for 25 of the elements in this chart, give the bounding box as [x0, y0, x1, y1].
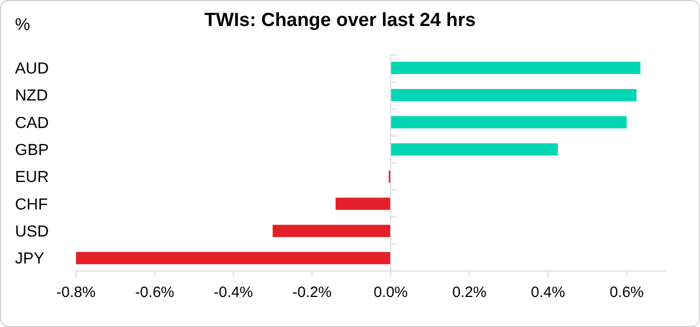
y-tick-label: EUR — [15, 169, 49, 186]
y-tick-label: AUD — [15, 60, 49, 78]
x-tick-label: -0.6% — [135, 284, 174, 301]
y-tick-label: NZD — [15, 88, 48, 105]
chart-title: TWIs: Change over last 24 hrs — [204, 10, 476, 31]
bar — [272, 224, 391, 238]
bar — [76, 252, 391, 264]
x-tick-label: 0.4% — [530, 284, 566, 301]
y-axis-title: % — [15, 15, 30, 34]
x-tick-label: 0.6% — [610, 284, 644, 301]
bar — [336, 198, 391, 210]
x-tick-label: 0.2% — [452, 284, 486, 301]
x-tick-label: 0.0% — [374, 284, 408, 301]
x-tick-label: -0.8% — [56, 284, 96, 301]
bar — [390, 143, 558, 156]
bar — [390, 88, 636, 102]
y-tick-label: JPY — [15, 250, 45, 268]
y-tick-label: CAD — [15, 114, 49, 132]
x-tick-label: -0.2% — [292, 284, 332, 301]
x-tick-label: -0.4% — [214, 284, 253, 301]
bar — [390, 62, 640, 74]
y-tick-label: GBP — [15, 142, 49, 160]
y-tick-label: CHF — [15, 196, 48, 214]
bar — [390, 116, 627, 128]
y-tick-label: USD — [15, 224, 49, 241]
